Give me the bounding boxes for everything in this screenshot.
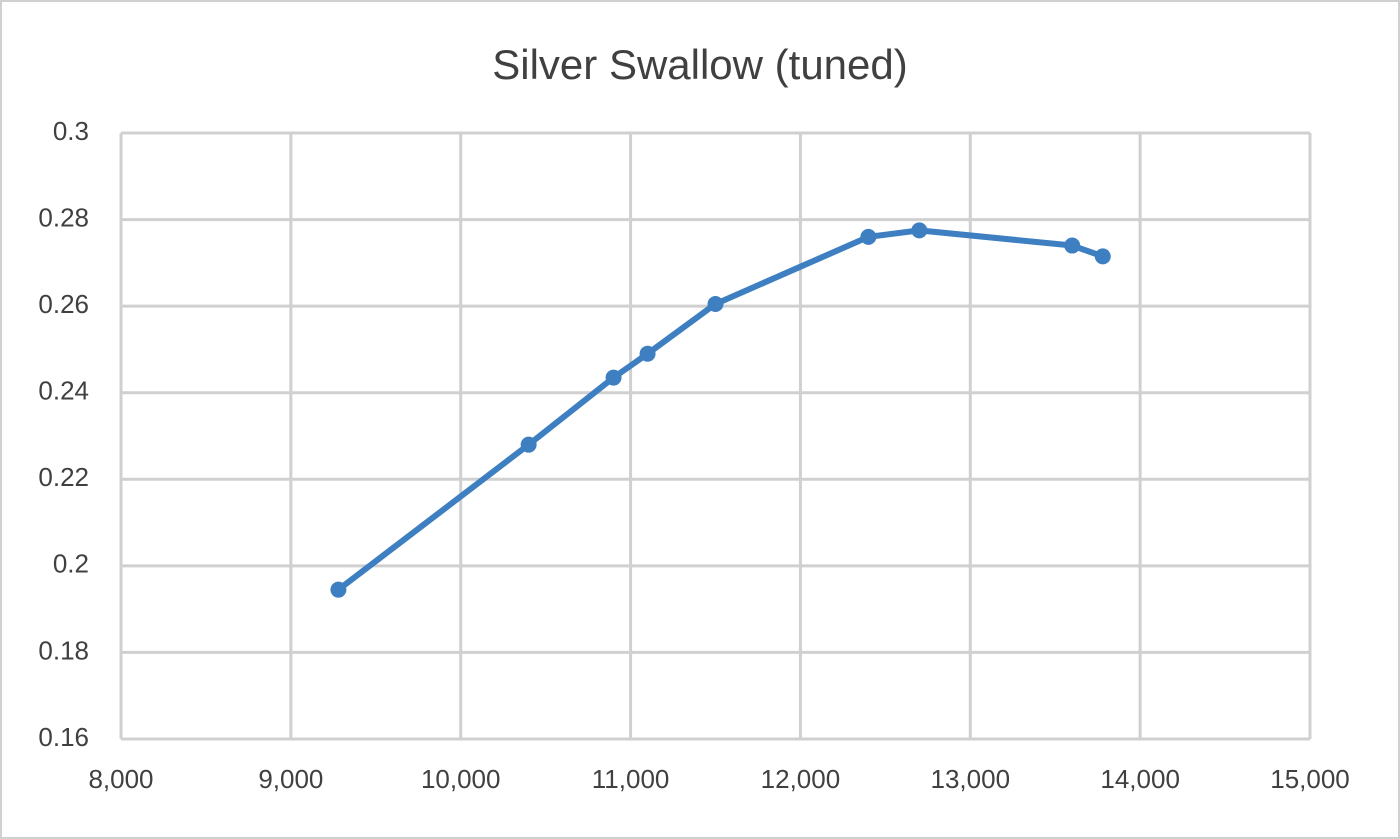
y-tick-label: 0.16	[38, 722, 89, 752]
y-tick-label: 0.28	[38, 202, 89, 232]
chart-title: Silver Swallow (tuned)	[492, 41, 908, 88]
data-point	[330, 581, 347, 598]
data-point	[860, 228, 877, 245]
data-point	[911, 222, 928, 239]
data-point	[605, 369, 622, 386]
x-tick-label: 14,000	[1100, 764, 1180, 794]
x-tick-label: 9,000	[258, 764, 323, 794]
y-tick-label: 0.3	[53, 116, 89, 146]
x-tick-label: 12,000	[761, 764, 841, 794]
x-tick-label: 15,000	[1270, 764, 1350, 794]
x-tick-label: 11,000	[592, 764, 670, 794]
x-tick-label: 10,000	[421, 764, 501, 794]
y-tick-label: 0.22	[38, 462, 89, 492]
data-point	[707, 295, 724, 312]
y-tick-label: 0.26	[38, 289, 89, 319]
y-tick-label: 0.24	[38, 376, 89, 406]
data-point	[639, 345, 656, 362]
y-tick-label: 0.18	[38, 635, 89, 665]
x-tick-label: 8,000	[88, 764, 153, 794]
data-point	[1094, 248, 1111, 265]
y-tick-label: 0.2	[53, 549, 89, 579]
x-tick-label: 13,000	[931, 764, 1011, 794]
data-point	[1064, 237, 1081, 254]
data-point	[520, 436, 537, 453]
